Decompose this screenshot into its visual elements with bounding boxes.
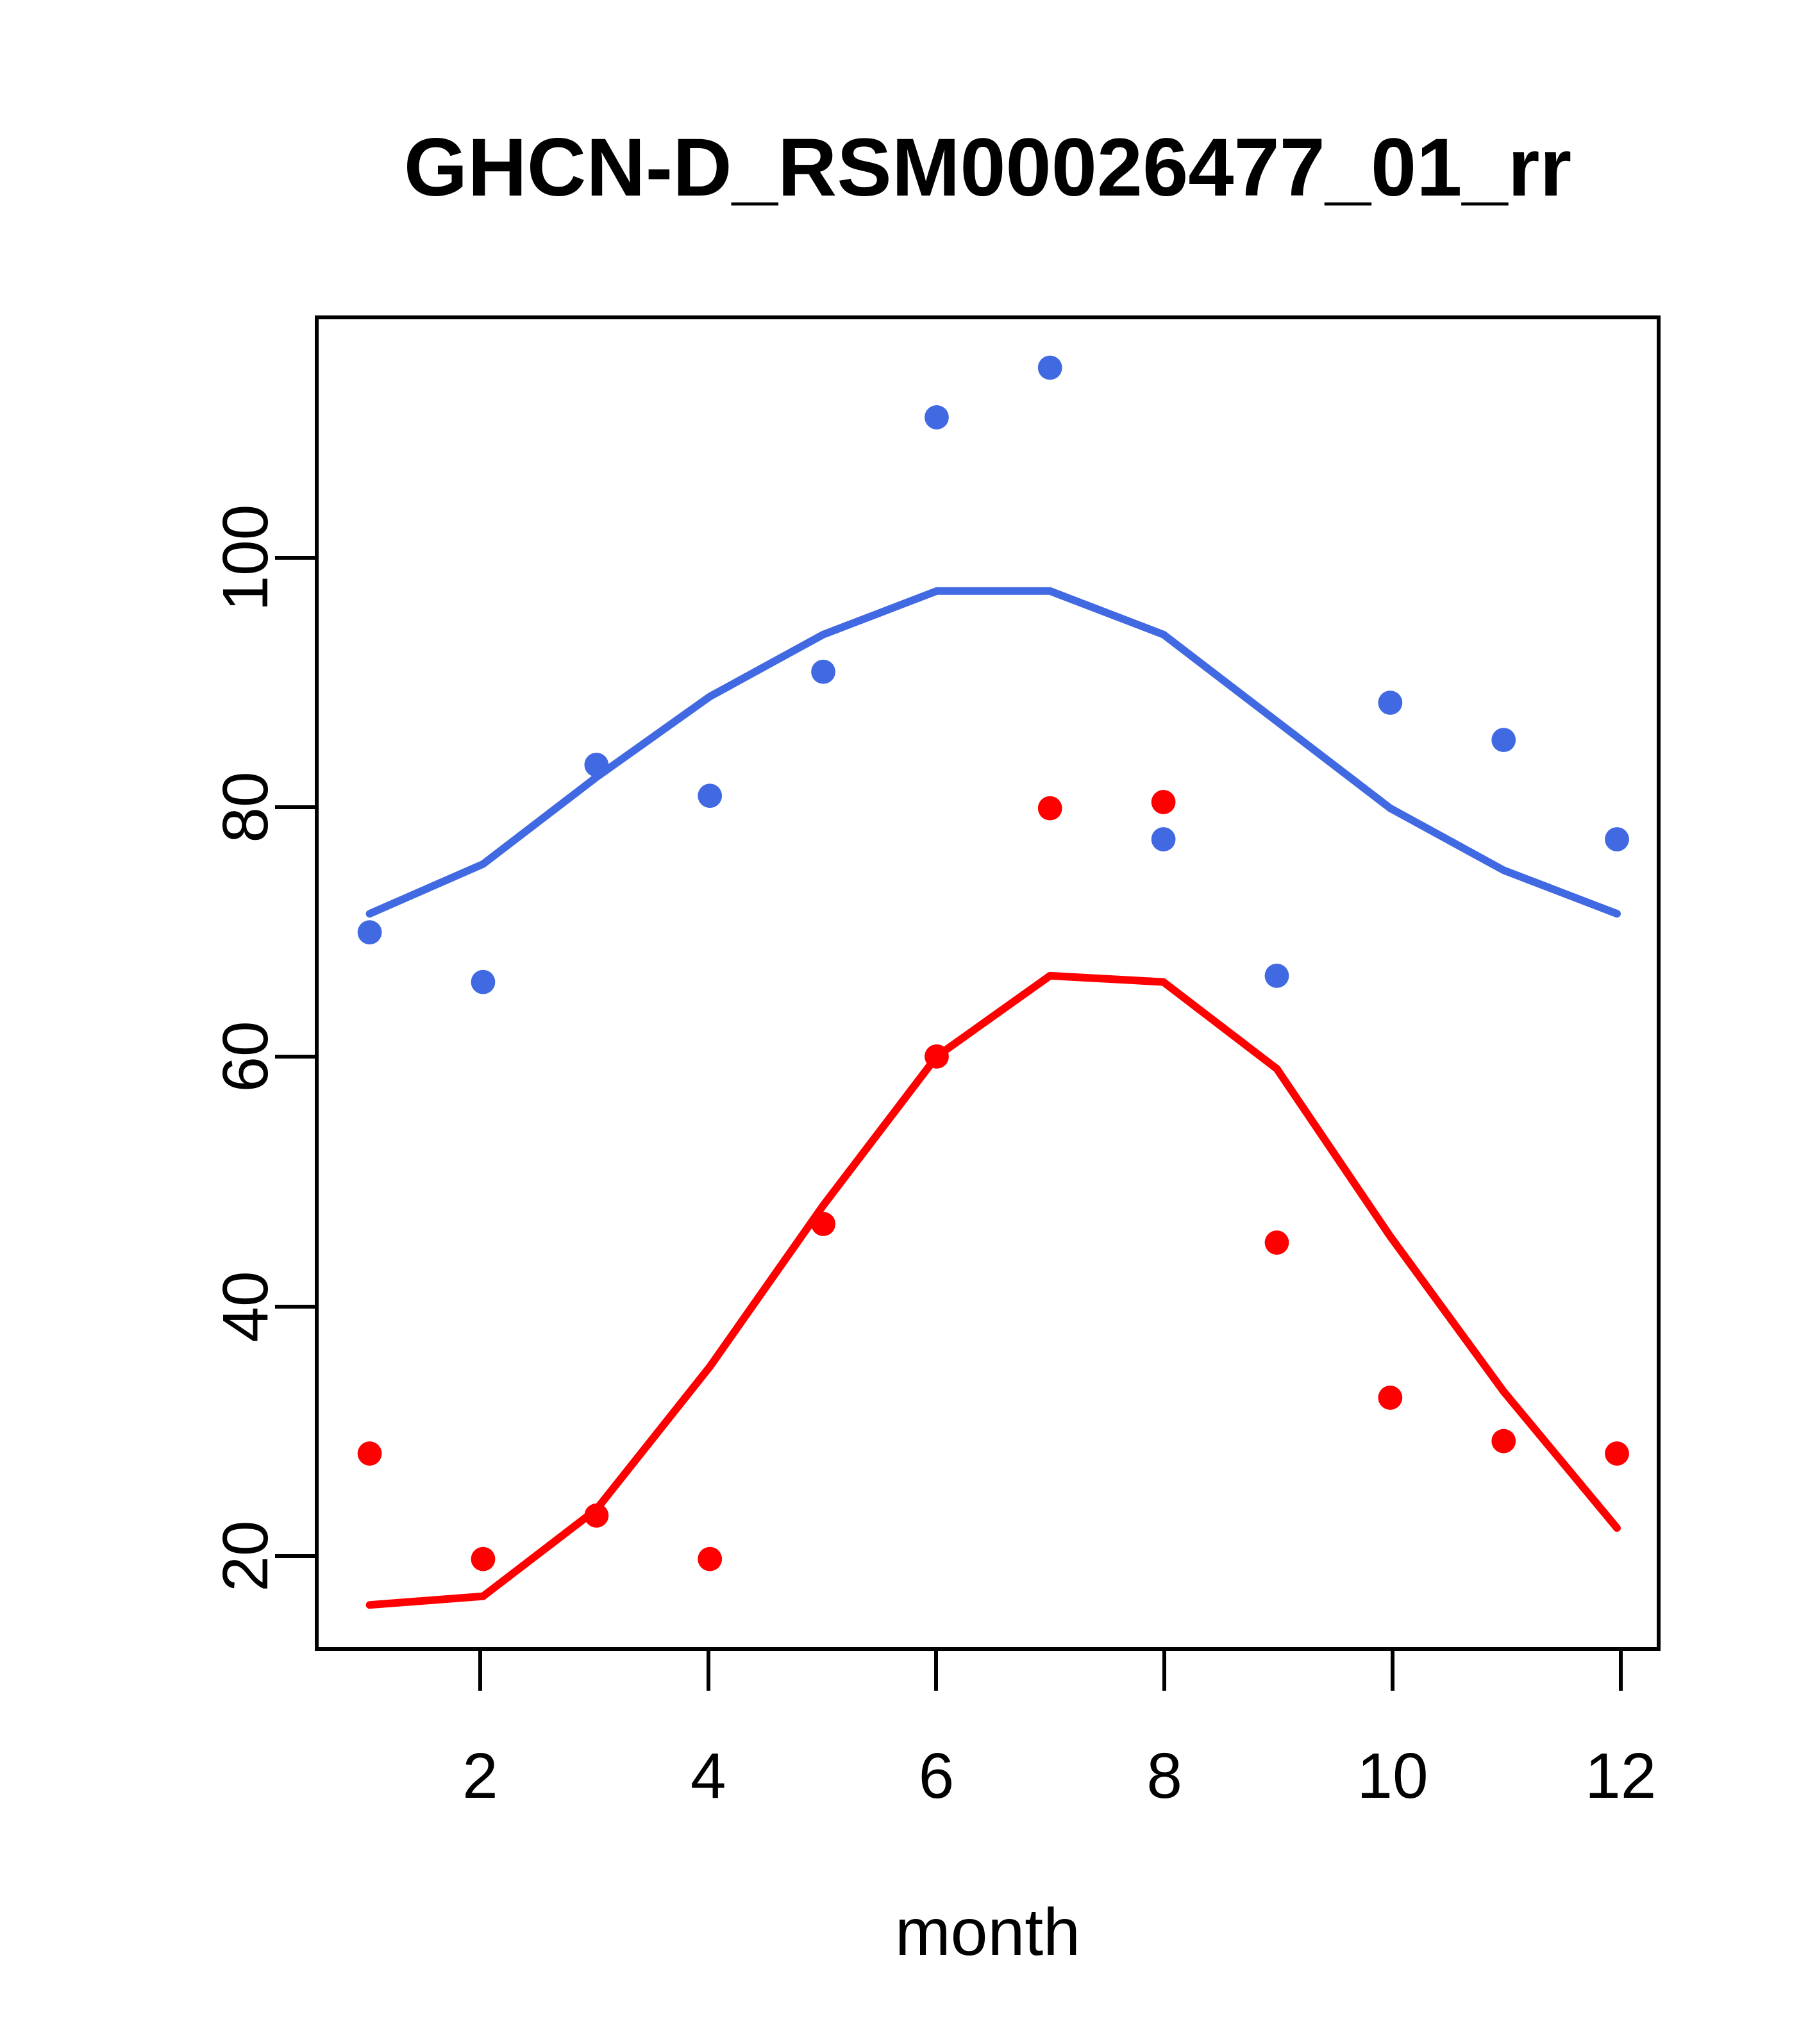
red-points-month-4 — [698, 1546, 723, 1571]
x-tick-label: 10 — [1357, 1740, 1428, 1812]
x-axis-label: month — [894, 1895, 1081, 1970]
y-tick-label: 100 — [210, 504, 281, 612]
y-tick-label: 20 — [210, 1520, 281, 1592]
x-tick-label: 8 — [1146, 1740, 1183, 1812]
y-tick-label: 40 — [210, 1271, 281, 1343]
x-tick-4 — [706, 1651, 710, 1691]
y-tick-100 — [275, 555, 315, 560]
blue-points-month-4 — [698, 783, 723, 808]
blue-points-month-6 — [925, 405, 949, 430]
blue-points-month-9 — [1264, 963, 1289, 988]
red-points-month-7 — [1037, 796, 1062, 821]
x-tick-label: 12 — [1585, 1740, 1657, 1812]
red-points-month-1 — [357, 1441, 382, 1466]
red-points-month-2 — [471, 1546, 496, 1571]
y-tick-label: 80 — [210, 771, 281, 843]
blue-points-month-3 — [584, 752, 609, 777]
x-tick-label: 2 — [462, 1740, 498, 1812]
chart-title: GHCN-D_RSM00026477_01_rr — [403, 122, 1572, 214]
x-tick-label: 6 — [918, 1740, 955, 1812]
y-tick-60 — [275, 1055, 315, 1059]
x-tick-8 — [1162, 1651, 1167, 1691]
x-tick-label: 4 — [690, 1740, 726, 1812]
red-line — [365, 971, 1621, 1609]
red-points-month-11 — [1491, 1428, 1516, 1453]
blue-line — [365, 587, 1621, 918]
plot-canvas — [357, 355, 1629, 1609]
plot-area — [315, 315, 1661, 1651]
y-tick-80 — [275, 805, 315, 809]
blue-points-month-12 — [1605, 827, 1629, 851]
x-tick-2 — [478, 1651, 482, 1691]
blue-points-month-10 — [1378, 691, 1403, 715]
x-tick-10 — [1390, 1651, 1394, 1691]
red-points-month-3 — [584, 1503, 609, 1528]
red-points-month-8 — [1151, 790, 1176, 814]
red-points-month-12 — [1605, 1441, 1629, 1466]
blue-points-month-1 — [357, 920, 382, 945]
blue-points-month-8 — [1151, 827, 1176, 851]
red-points-month-9 — [1264, 1230, 1289, 1255]
y-tick-20 — [275, 1554, 315, 1559]
blue-points-month-11 — [1491, 728, 1516, 752]
blue-points-month-2 — [471, 969, 496, 994]
red-points-month-5 — [811, 1212, 835, 1236]
red-points-month-6 — [925, 1044, 949, 1069]
y-tick-40 — [275, 1304, 315, 1309]
y-tick-label: 60 — [210, 1021, 281, 1093]
red-points-month-10 — [1378, 1386, 1403, 1410]
x-tick-6 — [934, 1651, 939, 1691]
blue-points-month-5 — [811, 659, 835, 684]
x-tick-12 — [1618, 1651, 1623, 1691]
blue-points-month-7 — [1037, 355, 1062, 380]
